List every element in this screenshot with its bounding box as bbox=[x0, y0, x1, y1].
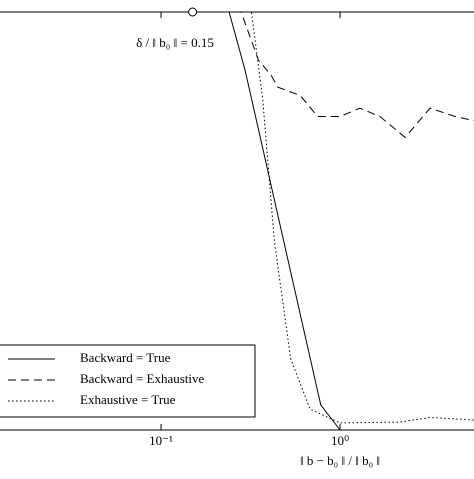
annotation: δ / ‖ b₀ ‖ = 0.15 bbox=[136, 35, 214, 50]
x-axis-label: ‖ b − b₀ ‖ / ‖ b₀ ‖ bbox=[300, 453, 380, 468]
marker bbox=[188, 7, 198, 17]
legend-label: Backward = True bbox=[80, 350, 171, 365]
series-line bbox=[0, 11, 474, 139]
legend-label: Exhaustive = True bbox=[80, 392, 176, 407]
x-tick-label: 10⁰ bbox=[331, 433, 349, 448]
x-tick-label: 10⁻¹ bbox=[149, 433, 173, 448]
legend-box bbox=[0, 344, 256, 418]
legend-label: Backward = Exhaustive bbox=[80, 371, 205, 386]
